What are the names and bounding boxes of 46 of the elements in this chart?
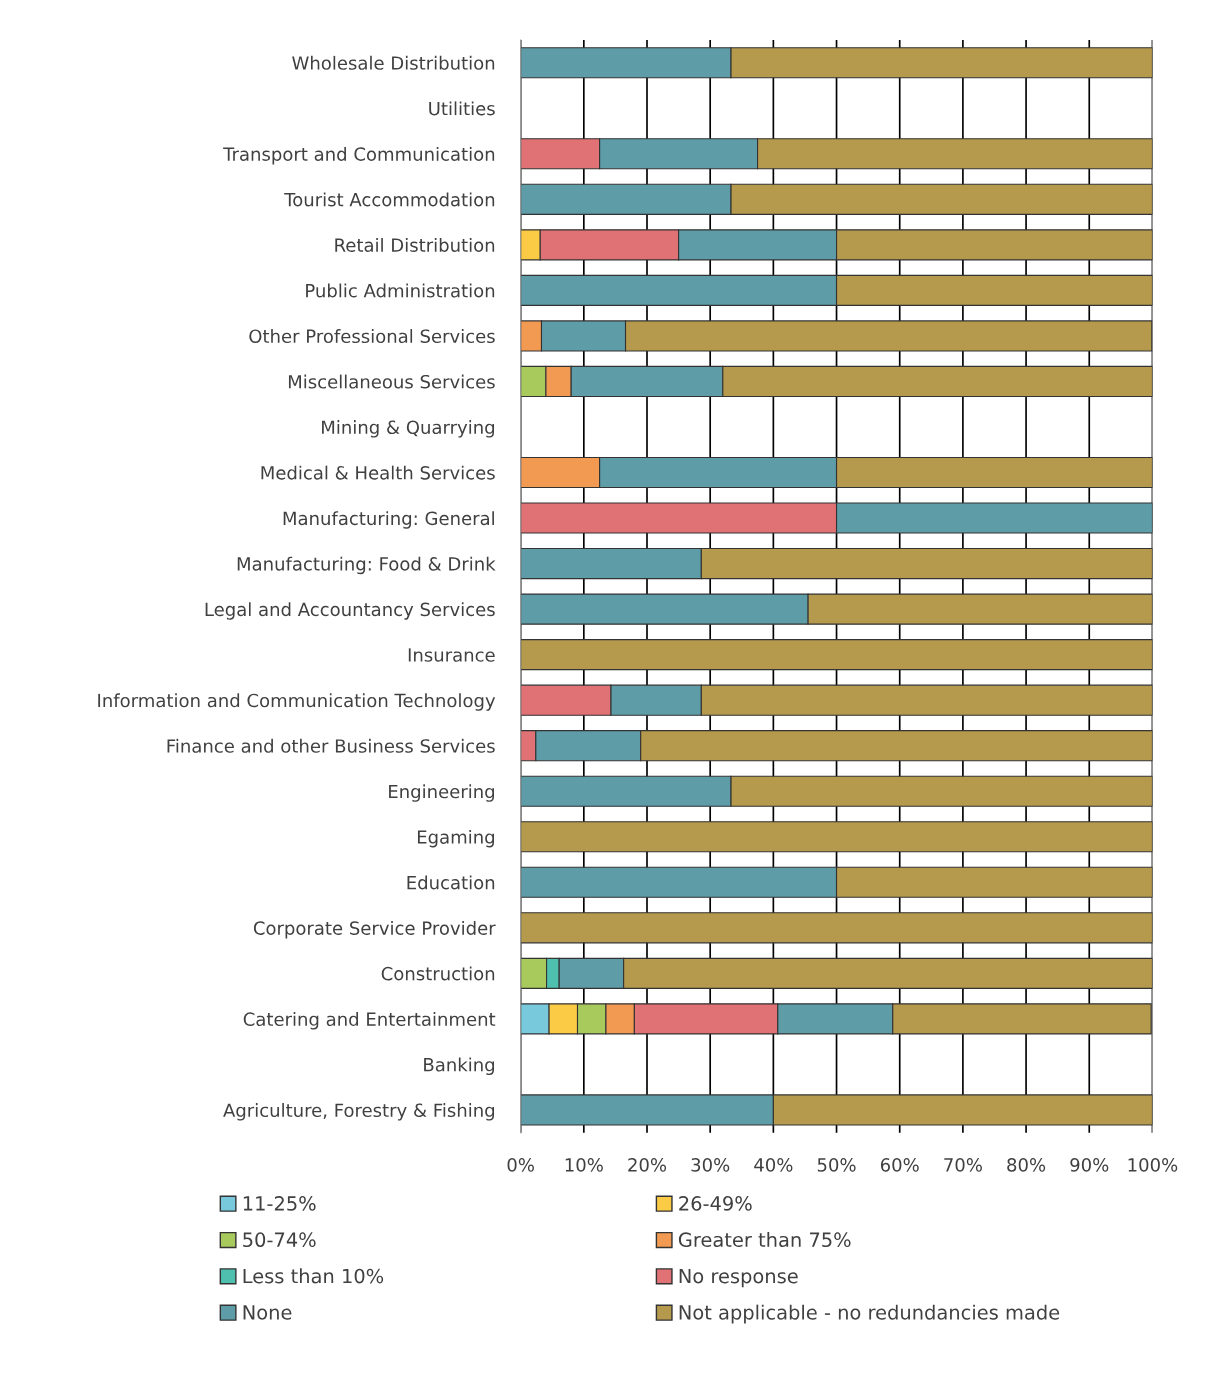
y-tick-label: Manufacturing: Food & Drink bbox=[237, 556, 496, 575]
x-tick-label: 80% bbox=[1007, 1158, 1046, 1172]
y-tick-label: Agriculture, Forestry & Fishing bbox=[223, 1103, 495, 1121]
x-tick-label: 50% bbox=[817, 1158, 856, 1172]
x-tick-label: 0% bbox=[507, 1158, 534, 1172]
y-tick-label: Other Professional Services bbox=[249, 329, 495, 344]
x-tick-label: 100% bbox=[1128, 1158, 1178, 1172]
legend-label: 50-74% bbox=[243, 1232, 316, 1248]
y-tick-label: Finance and other Business Services bbox=[167, 738, 495, 753]
y-tick-label: Corporate Service Provider bbox=[253, 920, 496, 939]
y-tick-label: Egaming bbox=[417, 829, 495, 848]
y-tick-label: Construction bbox=[381, 966, 495, 981]
x-tick-label: 30% bbox=[691, 1158, 730, 1172]
y-tick-label: Medical & Health Services bbox=[261, 465, 495, 480]
y-tick-label: Catering and Entertainment bbox=[243, 1012, 496, 1030]
x-tick-label: 40% bbox=[754, 1158, 793, 1172]
legend-label: Less than 10% bbox=[243, 1268, 384, 1284]
bar bbox=[520, 912, 1153, 944]
legend-label: 26-49% bbox=[679, 1196, 752, 1211]
y-tick-label: Manufacturing: General bbox=[283, 511, 494, 529]
bar bbox=[520, 639, 1153, 671]
x-tick-label: 70% bbox=[944, 1158, 982, 1172]
y-tick-label: Mining & Quarrying bbox=[322, 420, 495, 438]
y-tick-label: Retail Distribution bbox=[335, 237, 495, 252]
y-tick-label: Public Administration bbox=[306, 283, 495, 298]
legend-label: Greater than 75% bbox=[678, 1232, 851, 1248]
y-tick-label: Banking bbox=[424, 1057, 495, 1076]
legend-label: 11-25% bbox=[243, 1196, 316, 1211]
legend-label: Not applicable - no redundancies made bbox=[679, 1304, 1060, 1324]
bar bbox=[520, 821, 1153, 853]
y-tick-label: Legal and Accountancy Services bbox=[205, 602, 495, 620]
x-tick-label: 60% bbox=[880, 1158, 919, 1172]
y-tick-label: Engineering bbox=[389, 784, 494, 802]
y-tick-label: Wholesale Distribution bbox=[292, 55, 495, 70]
legend-label: No response bbox=[679, 1268, 798, 1288]
y-tick-label: Information and Communication Technology bbox=[98, 693, 496, 711]
y-tick-label: Transport and Communication bbox=[223, 146, 495, 165]
y-tick-label: Tourist Accommodation bbox=[284, 192, 495, 207]
x-tick-label: 90% bbox=[1070, 1158, 1109, 1172]
y-tick-label: Insurance bbox=[408, 648, 495, 662]
y-tick-label: Education bbox=[407, 875, 495, 890]
x-tick-label: 10% bbox=[565, 1158, 603, 1172]
legend-label: None bbox=[243, 1305, 292, 1320]
y-tick-label: Miscellaneous Services bbox=[288, 374, 495, 389]
y-tick-label: Utilities bbox=[429, 101, 495, 116]
x-tick-label: 20% bbox=[628, 1158, 667, 1172]
